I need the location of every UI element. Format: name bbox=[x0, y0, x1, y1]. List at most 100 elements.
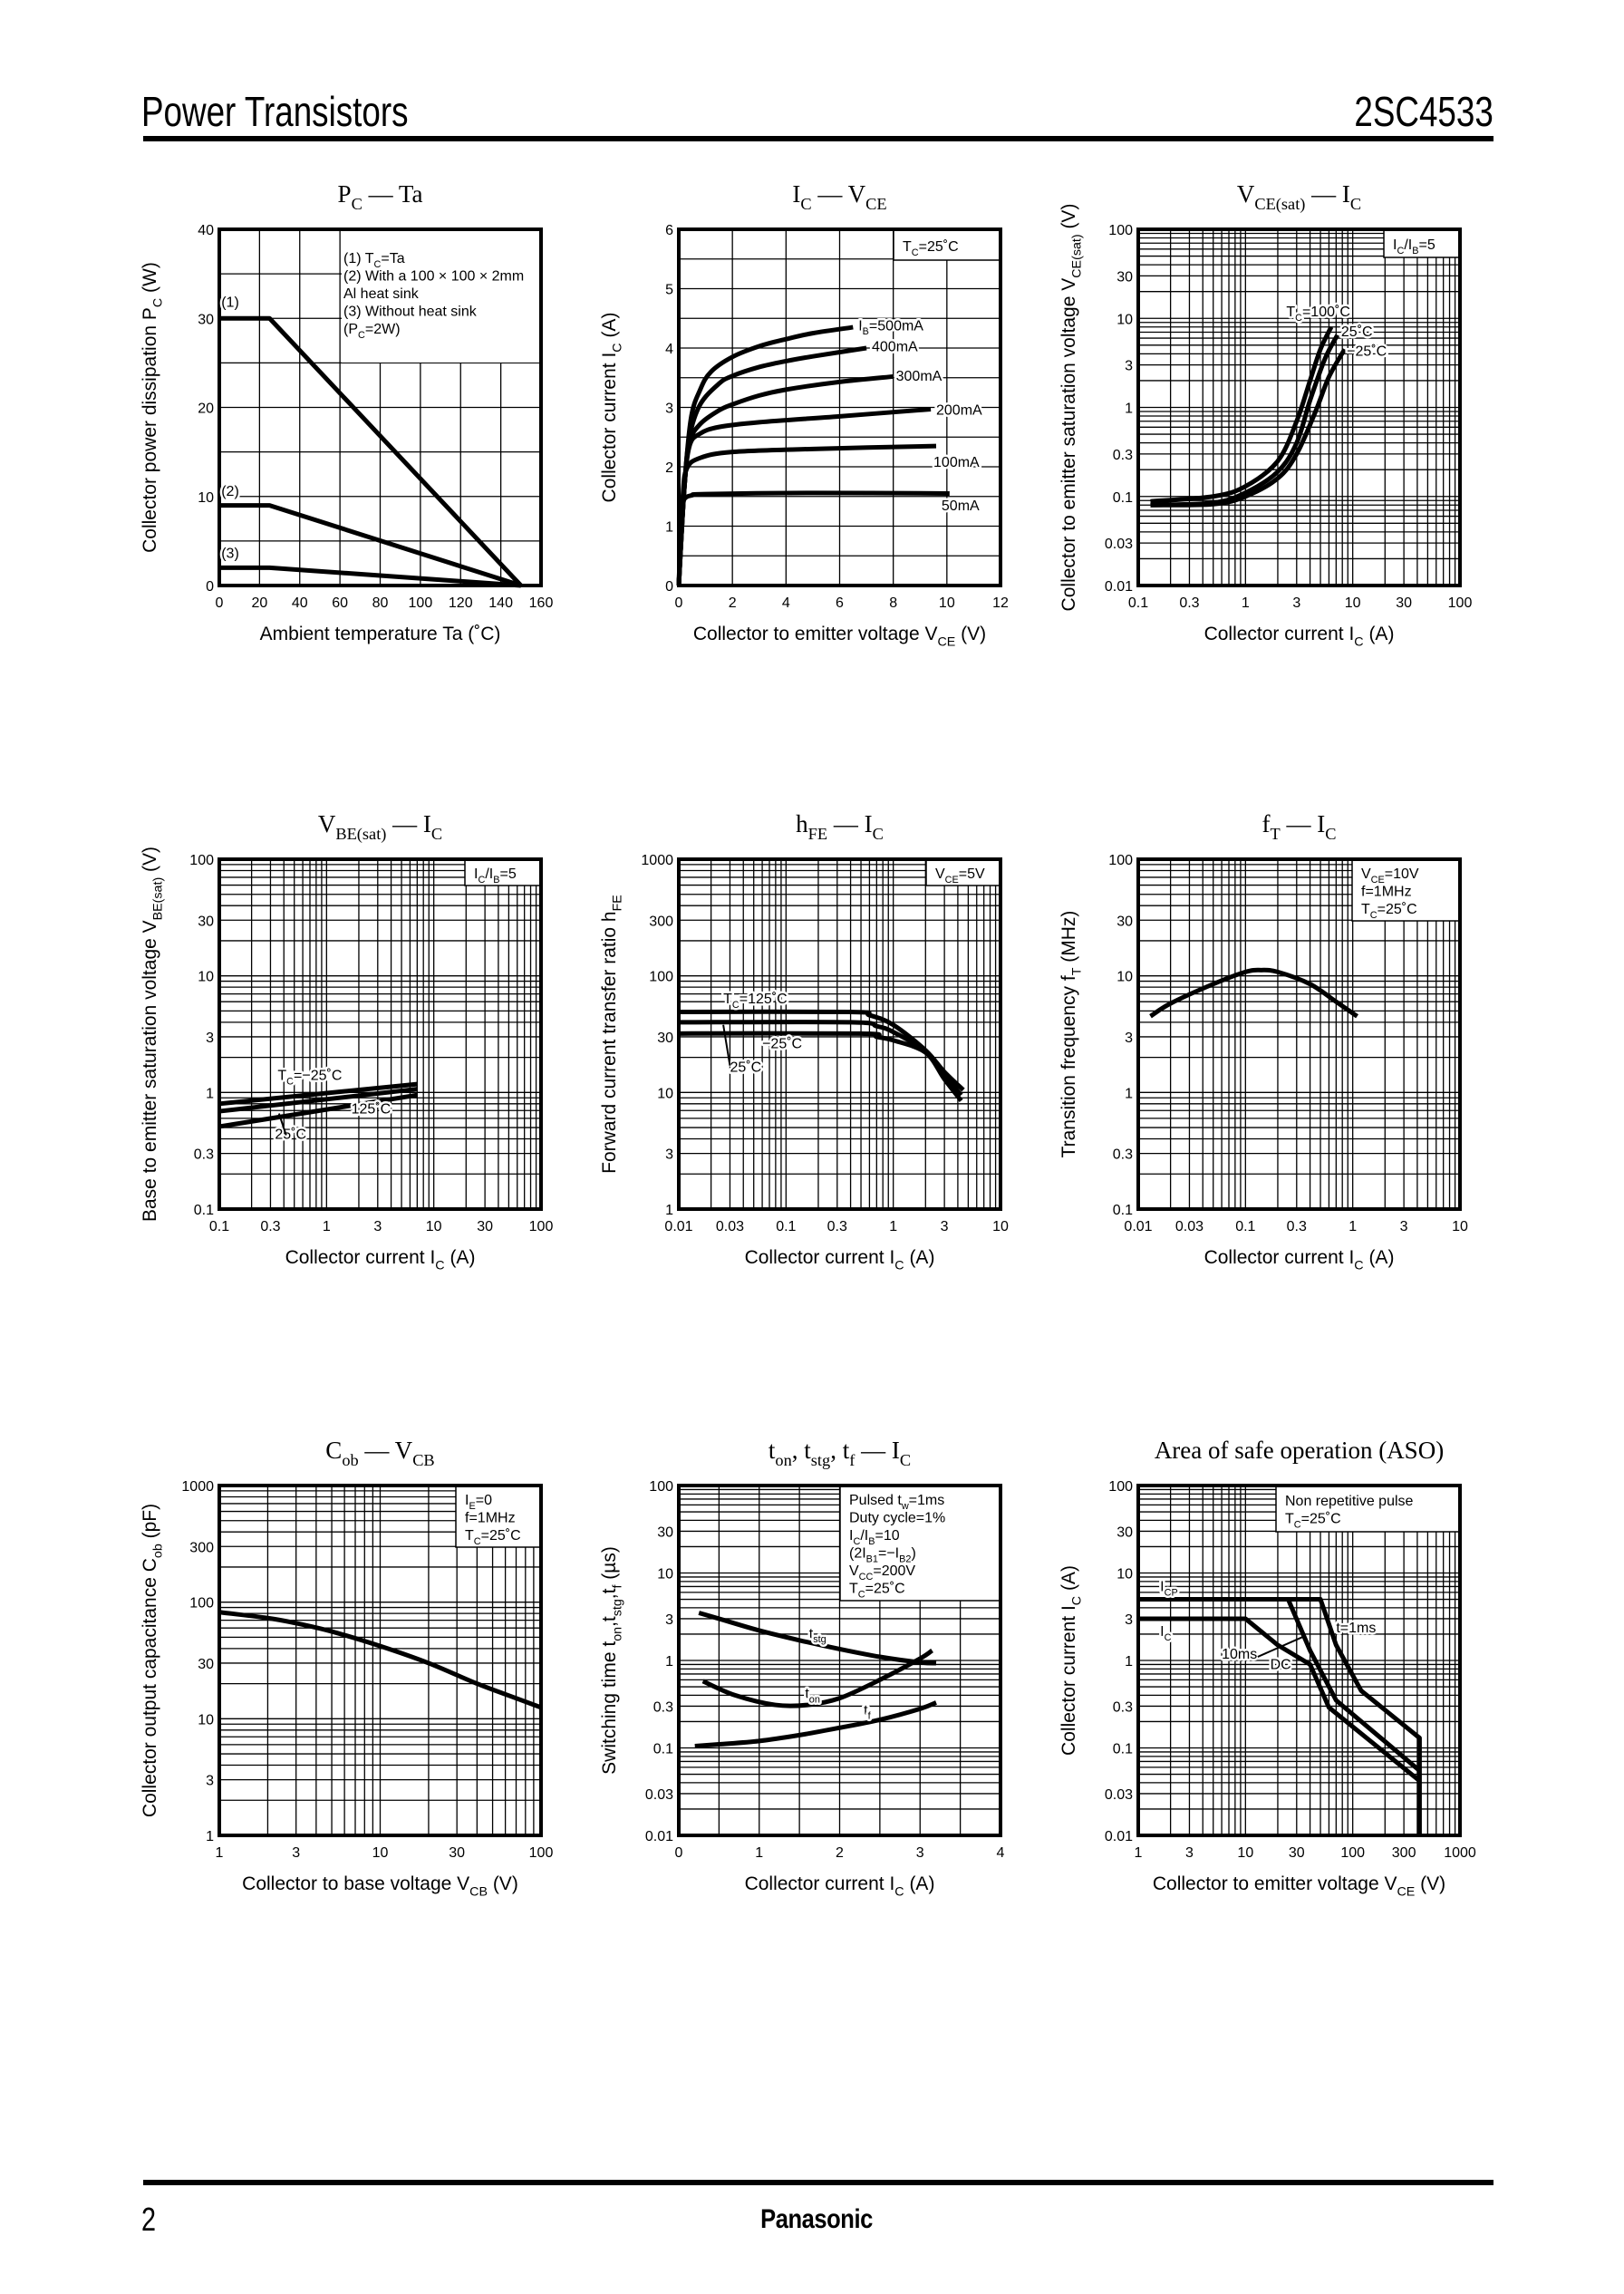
text-segment: 400mA bbox=[872, 339, 918, 354]
text-segment: =−I bbox=[878, 1546, 899, 1562]
text-segment: T bbox=[903, 239, 912, 255]
subscript-text: C bbox=[1165, 1632, 1172, 1643]
text-segment: — I bbox=[1305, 180, 1350, 208]
x-axis-label: Collector current IC (A) bbox=[745, 1873, 935, 1899]
y-tick-label: 0.3 bbox=[194, 1147, 214, 1163]
text-segment: P bbox=[338, 180, 352, 208]
y-axis-label: Collector current IC (A) bbox=[599, 313, 624, 503]
series-label: 50mA bbox=[942, 498, 980, 514]
y-tick-label: 10 bbox=[198, 1712, 214, 1728]
text-segment: =10 bbox=[875, 1528, 899, 1544]
text-segment: −25˚C bbox=[762, 1036, 802, 1051]
x-tick-label: 20 bbox=[251, 595, 267, 611]
subscript-text: C bbox=[1397, 246, 1404, 257]
subscript-text: w bbox=[901, 1501, 909, 1512]
y-axis-label: Switching time ton,tstg,tf (µs) bbox=[599, 1546, 624, 1775]
y-tick-label: 100 bbox=[1108, 223, 1133, 238]
text-segment: =25˚C bbox=[919, 239, 959, 255]
y-tick-label: 1 bbox=[1125, 1654, 1133, 1670]
condition-text: (PC=2W) bbox=[343, 322, 401, 341]
subscript-text: ob bbox=[342, 1451, 358, 1469]
subscript-text: B bbox=[493, 875, 499, 886]
y-tick-label: 20 bbox=[198, 402, 214, 417]
x-tick-label: 10 bbox=[372, 1845, 389, 1861]
y-tick-label: 0 bbox=[206, 579, 214, 595]
x-tick-label: 2 bbox=[729, 595, 737, 611]
text-segment: DC bbox=[1271, 1657, 1291, 1672]
header-rule bbox=[143, 136, 1494, 141]
text-segment: Collector current I bbox=[745, 1247, 895, 1268]
x-tick-label: 0.1 bbox=[1235, 1219, 1255, 1234]
y-tick-label: 0.3 bbox=[1113, 1147, 1133, 1163]
text-segment: =0 bbox=[476, 1493, 492, 1508]
text-segment: (V) bbox=[140, 847, 160, 877]
text-segment: =5 bbox=[499, 866, 516, 882]
text-segment: — I bbox=[386, 810, 431, 837]
text-segment: V bbox=[935, 866, 945, 882]
text-segment: , t bbox=[830, 1437, 850, 1464]
x-tick-label: 1 bbox=[1242, 595, 1250, 611]
gridlines bbox=[219, 859, 541, 1209]
series-label: tstg bbox=[809, 1626, 826, 1645]
series-label: −25˚C bbox=[762, 1036, 802, 1051]
condition-text: TC=25˚C bbox=[1361, 902, 1417, 921]
chart-1: (1) TC=Ta(2) With a 100 × 100 × 2mm Al h… bbox=[140, 180, 553, 644]
header-title: Power Transistors bbox=[141, 88, 409, 135]
text-segment: f=1MHz bbox=[465, 1511, 516, 1526]
subscript-text: C bbox=[1295, 313, 1302, 324]
condition-text: (1) TC=Ta bbox=[343, 251, 405, 270]
subscript-text: C bbox=[150, 298, 165, 307]
x-tick-label: 100 bbox=[1448, 595, 1473, 611]
subscript-text: C bbox=[900, 1451, 911, 1469]
series-label: t=1ms bbox=[1336, 1621, 1376, 1636]
series-line bbox=[218, 1087, 418, 1114]
subscript-text: CE(sat) bbox=[1069, 234, 1084, 277]
subscript-text: C bbox=[1354, 634, 1363, 649]
series-line bbox=[676, 490, 950, 586]
text-segment: t bbox=[864, 1703, 868, 1718]
condition-text: Pulsed tw=1ms bbox=[849, 1493, 944, 1512]
series-label: 10ms bbox=[1222, 1647, 1257, 1662]
subscript-text: C bbox=[286, 1076, 294, 1087]
text-segment: Collector power dissipation P bbox=[140, 307, 160, 553]
text-segment: f bbox=[1262, 810, 1271, 837]
x-tick-label: 0.3 bbox=[827, 1219, 847, 1234]
text-segment: Collector to emitter saturation voltage … bbox=[1058, 278, 1079, 612]
subscript-text: FE bbox=[808, 825, 827, 843]
chart-title: VCE(sat) — IC bbox=[1237, 180, 1361, 214]
y-tick-label: 1 bbox=[665, 1654, 673, 1670]
x-tick-label: 1 bbox=[1348, 1219, 1357, 1234]
series-line bbox=[678, 1031, 963, 1102]
y-tick-label: 100 bbox=[1108, 853, 1133, 868]
text-segment: 100mA bbox=[933, 455, 980, 470]
subscript-text: C bbox=[912, 247, 919, 258]
x-tick-label: 12 bbox=[992, 595, 1009, 611]
text-segment: Base to emitter saturation voltage V bbox=[140, 920, 160, 1222]
series-line bbox=[1138, 1597, 1422, 1835]
x-tick-label: 1 bbox=[889, 1219, 897, 1234]
subscript-text: CE bbox=[945, 875, 959, 886]
y-tick-label: 0.3 bbox=[1113, 448, 1133, 463]
y-tick-label: 0.03 bbox=[1105, 537, 1133, 552]
x-tick-label: 10 bbox=[939, 595, 955, 611]
series-label: ton bbox=[805, 1687, 820, 1706]
chart-4: IC/IB=50.1 0.3 1 3 10 30 1000.10.3131030100Col… bbox=[140, 810, 553, 1273]
condition-text: VCC=200V bbox=[849, 1563, 915, 1583]
text-segment: =500mA bbox=[869, 318, 923, 334]
text-segment: (A) bbox=[1058, 1565, 1079, 1596]
text-segment: (1) T bbox=[343, 251, 374, 266]
plot-frame bbox=[677, 227, 1002, 587]
text-segment: (V) bbox=[955, 624, 986, 644]
text-segment: Collector current I bbox=[599, 353, 620, 503]
x-tick-label: 3 bbox=[1292, 595, 1300, 611]
subscript-text: C bbox=[873, 825, 884, 843]
y-axis-label: Collector to emitter saturation voltage … bbox=[1058, 204, 1084, 612]
subscript-text: f bbox=[849, 1451, 856, 1469]
series-label: tf bbox=[864, 1703, 871, 1722]
y-tick-label: 3 bbox=[1125, 359, 1133, 374]
series-line bbox=[219, 503, 522, 588]
subscript-text: C bbox=[1069, 1596, 1084, 1605]
x-tick-label: 300 bbox=[1392, 1845, 1416, 1861]
text-segment: =25˚C bbox=[481, 1528, 521, 1544]
